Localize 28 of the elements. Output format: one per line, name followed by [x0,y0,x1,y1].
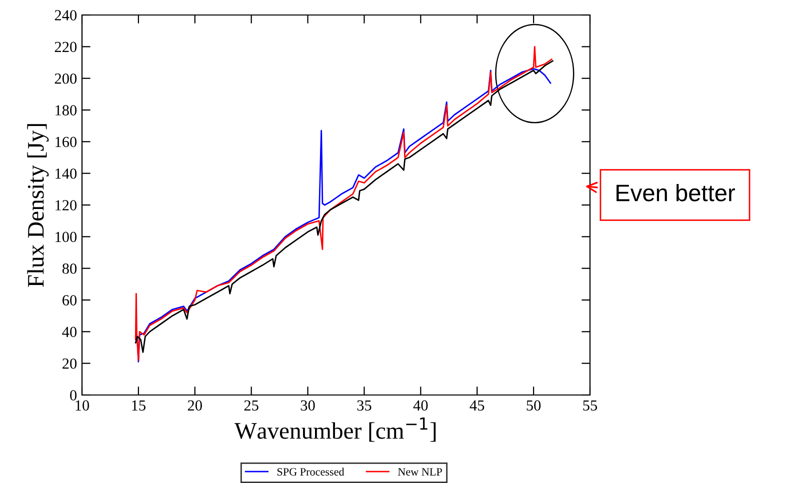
x-tick-label: 30 [300,400,315,411]
y-tick-label: 0 [70,390,77,400]
x-axis-title: Wavenumber [cm$^{−1}$] [234,418,436,442]
y-tick-label: 60 [62,295,77,306]
x-tick-label: 50 [526,400,541,411]
x-tick-label: 20 [188,400,202,411]
y-tick-label: 200 [54,73,77,84]
x-tick-label: 35 [357,400,372,411]
y-tick-label: 20 [62,358,77,369]
y-tick-label: 240 [54,10,77,20]
y-tick-label: 160 [56,136,77,148]
x-tick-label: 10 [76,400,90,411]
x-tick-label: 55 [583,400,598,411]
x-tick-label: 25 [244,400,258,411]
x-tick-label: 45 [470,400,484,411]
legend-label: New NLP [398,468,442,476]
y-tick-label: 220 [54,42,77,52]
y-tick-label: 40 [62,326,77,338]
y-tick-label: 80 [62,263,77,274]
x-tick-label: 15 [132,400,146,411]
legend-label: SPG Processed [277,468,344,476]
y-tick-label: 140 [56,168,77,179]
x-tick-label: 40 [413,400,428,411]
y-tick-label: 100 [56,232,77,242]
y-tick-label: 180 [56,105,77,116]
y-tick-label: 120 [56,200,77,210]
y-axis-title: Flux Density [Jy] [27,124,49,287]
text: Even better [616,184,735,202]
